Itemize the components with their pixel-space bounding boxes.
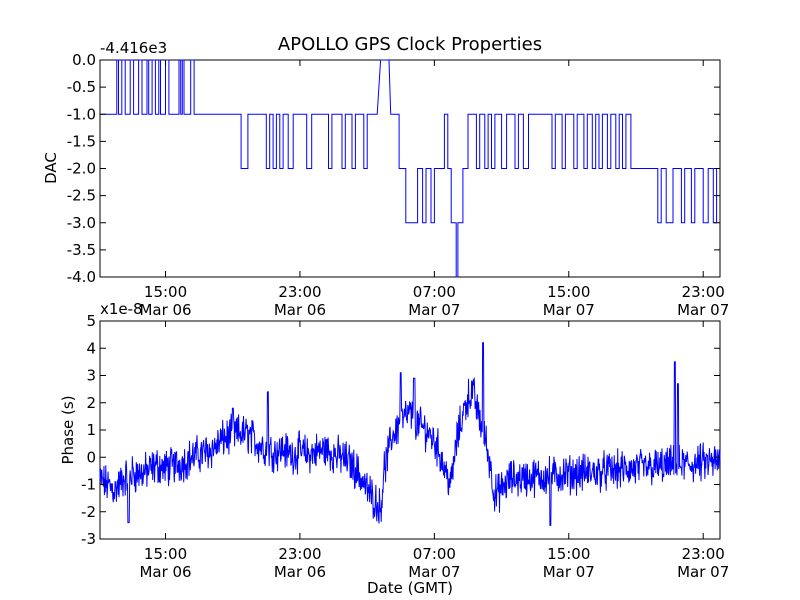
bottom-x-tick-time: 07:00 [413,545,456,563]
bottom-y-tick-label: -3 [81,530,96,548]
top-chart: APOLLO GPS Clock Properties -4.416e3 DAC… [42,34,729,319]
bottom-chart-offset-label: x1e-8 [100,300,143,318]
bottom-y-tick-label: 2 [86,394,96,412]
top-x-tick-time: 15:00 [547,283,590,301]
top-chart-offset-label: -4.416e3 [100,39,167,57]
top-x-tick-time: 23:00 [278,283,321,301]
top-x-tick-time: 07:00 [413,283,456,301]
bottom-x-tick-date: Mar 07 [543,563,595,581]
top-y-tick-label: -1.5 [67,132,96,150]
bottom-y-tick-label: 0 [86,448,96,466]
top-y-tick-label: -2.0 [67,160,96,178]
top-x-tick-date: Mar 07 [677,301,729,319]
top-x-tick-date: Mar 06 [139,301,191,319]
top-dac-line [100,59,720,278]
top-y-tick-label: -3.0 [67,214,96,232]
bottom-y-tick-label: -2 [81,503,96,521]
bottom-x-tick-time: 23:00 [278,545,321,563]
bottom-x-tick-date: Mar 07 [677,563,729,581]
bottom-y-tick-label: 5 [86,312,96,330]
bottom-y-tick-label: 4 [86,339,96,357]
top-y-ticks: 0.0 -0.5 -1.0 -1.5 -2.0 -2.5 -3.0 -3.5 -4.0 [67,51,720,286]
bottom-y-axis-title: Phase (s) [59,395,77,464]
top-y-tick-label: -2.5 [67,187,96,205]
top-x-tick-time: 15:00 [144,283,187,301]
top-x-tick-time: 23:00 [682,283,725,301]
bottom-x-tick-time: 23:00 [682,545,725,563]
bottom-x-axis-title: Date (GMT) [367,579,453,597]
bottom-x-tick-time: 15:00 [144,545,187,563]
bottom-plot-area [99,320,721,540]
top-x-tick-date: Mar 07 [543,301,595,319]
top-plot-area [99,59,721,278]
bottom-y-tick-label: 1 [86,421,96,439]
bottom-y-tick-label: -1 [81,476,96,494]
bottom-chart: x1e-8 Phase (s) Date (GMT) 543210-1-2-3 … [59,300,729,597]
bottom-x-tick-time: 15:00 [547,545,590,563]
top-y-tick-label: 0.0 [72,51,96,69]
top-y-tick-label: -3.5 [67,241,96,259]
top-y-axis-title: DAC [42,152,60,184]
top-y-tick-label: -1.0 [67,105,96,123]
top-y-tick-label: -0.5 [67,78,96,96]
bottom-x-tick-date: Mar 07 [408,563,460,581]
top-x-tick-date: Mar 06 [274,301,326,319]
bottom-x-tick-date: Mar 06 [274,563,326,581]
top-x-tick-date: Mar 07 [408,301,460,319]
top-chart-title: APOLLO GPS Clock Properties [278,34,542,55]
bottom-y-ticks: 5 4 3 2 1 0 -1 -2 -3 [81,312,720,548]
bottom-y-tick-label: 3 [86,367,96,385]
top-y-tick-label: -4.0 [67,268,96,286]
bottom-phase-line [99,342,721,526]
bottom-x-tick-date: Mar 06 [139,563,191,581]
